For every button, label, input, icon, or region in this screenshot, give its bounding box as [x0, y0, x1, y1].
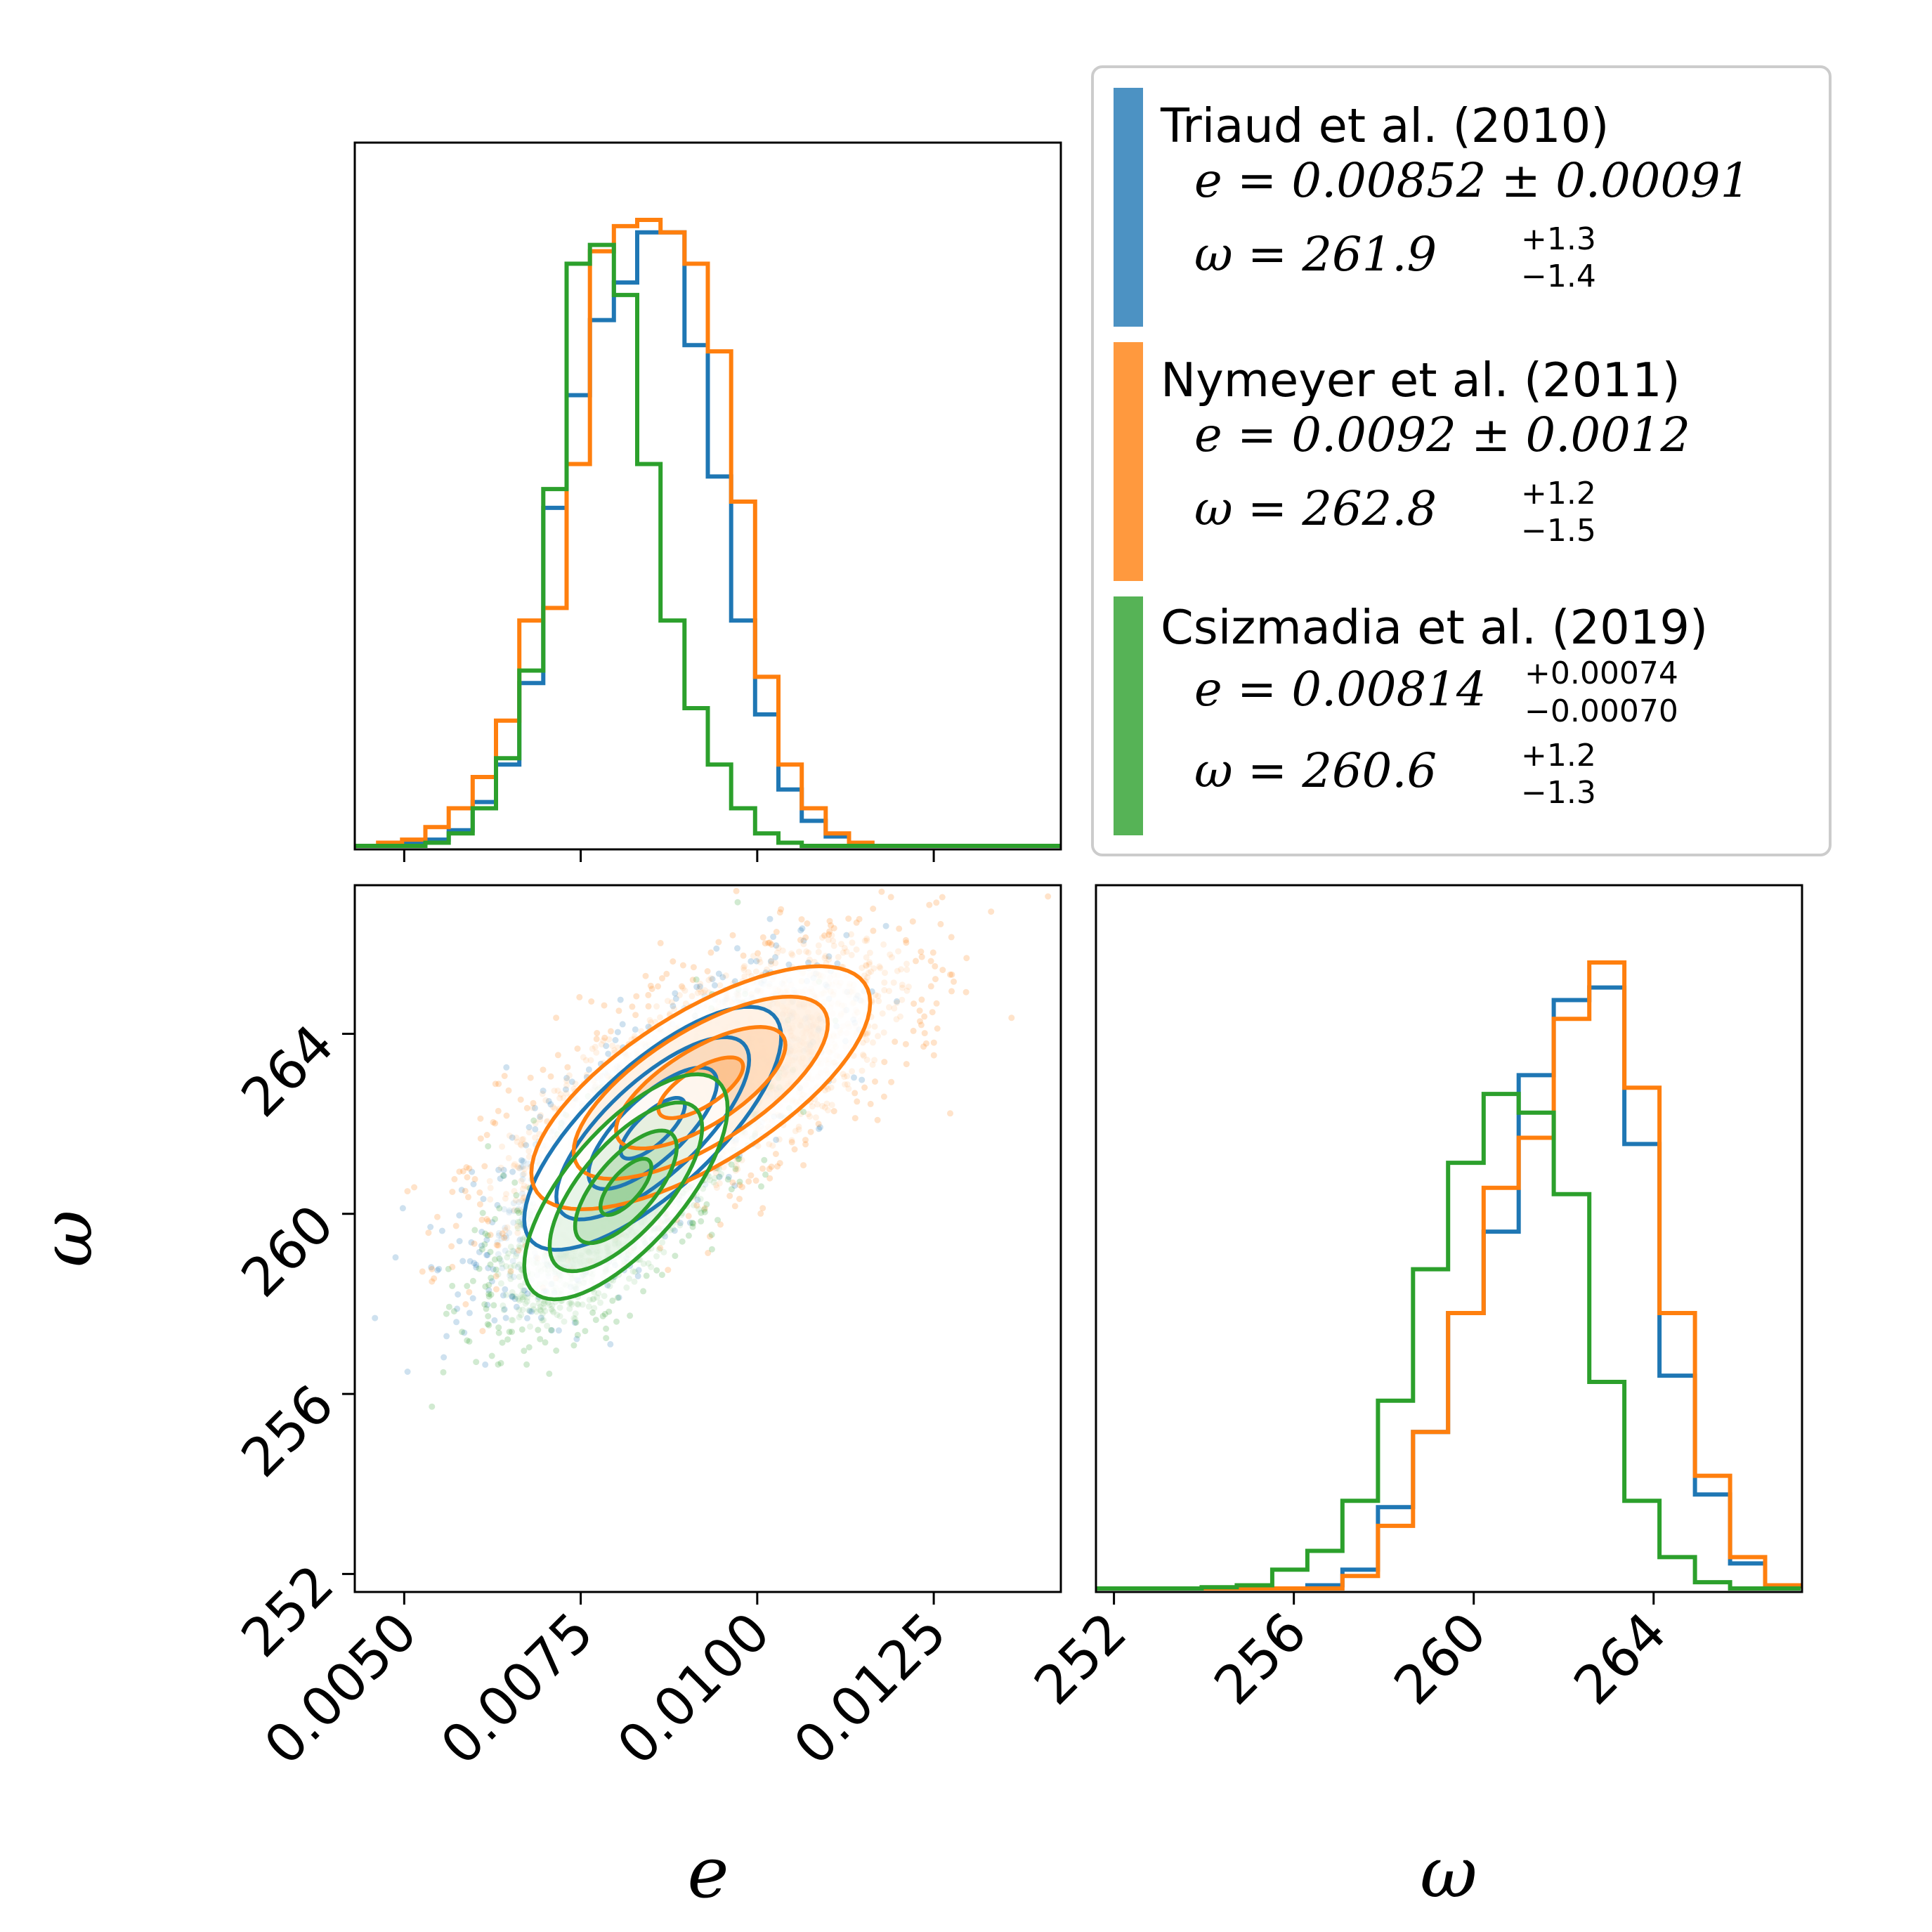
legend-frame: [1091, 65, 1832, 856]
omega-marginal-xtick-label-2: 260: [1382, 1600, 1499, 1717]
legend-entry-csizmadia: Csizmadia et al. (2019) e = 0.00814 +0.0…: [1114, 596, 1708, 835]
legend-entry-triaud: Triaud et al. (2010) e = 0.00852 ± 0.000…: [1114, 88, 1750, 327]
omega-axis-title-bottom: ω: [1420, 1832, 1477, 1914]
joint-border: [353, 884, 1062, 1593]
joint-contour-1-1: [571, 994, 830, 1181]
legend-w-sub-csizmadia: −1.3: [1521, 775, 1596, 811]
legend-e-triaud: e = 0.00852 ± 0.00091: [1194, 153, 1750, 208]
omega-marginal-histograms: [1096, 960, 1803, 1591]
joint-xtick-label-1: 0.0075: [429, 1600, 605, 1777]
legend-w-triaud: ω = 261.9: [1194, 227, 1437, 282]
joint-contour-2-1: [547, 1100, 705, 1274]
legend-e-csizmadia: e = 0.00814: [1194, 662, 1486, 717]
joint-ytick-label-3: 264: [229, 1012, 346, 1129]
e-hist-2: [355, 242, 1061, 848]
joint-ytick-label-0: 252: [229, 1553, 346, 1669]
legend-swatch-nymeyer: [1114, 342, 1143, 581]
legend-entry-nymeyer: Nymeyer et al. (2011) e = 0.0092 ± 0.001…: [1114, 342, 1690, 581]
legend-name-triaud: Triaud et al. (2010): [1160, 98, 1609, 153]
legend-swatch-csizmadia: [1114, 596, 1143, 835]
joint-scatter-contours: [372, 887, 1052, 1410]
legend-name-csizmadia: Csizmadia et al. (2019): [1161, 600, 1708, 655]
joint-contour-2-3: [598, 1156, 653, 1218]
joint-ytick-label-2: 260: [229, 1193, 346, 1310]
legend-w-sup-csizmadia: +1.2: [1521, 738, 1596, 774]
legend-name-nymeyer: Nymeyer et al. (2011): [1161, 353, 1680, 407]
joint-xtick-label-2: 0.0100: [606, 1600, 782, 1777]
omega-marginal-xtick-label-1: 256: [1202, 1600, 1319, 1717]
e-marginal-histograms: [355, 218, 1061, 848]
joint-xtick-label-3: 0.0125: [782, 1600, 958, 1777]
legend-e-nymeyer: e = 0.0092 ± 0.0012: [1194, 407, 1690, 462]
legend-e-sup-csizmadia: +0.00074: [1525, 655, 1678, 691]
joint-contours-2: [522, 1072, 730, 1302]
joint-contour-1-0: [529, 964, 873, 1212]
omega-marginal-xtick-label-0: 252: [1022, 1600, 1139, 1717]
joint-ytick-label-1: 256: [229, 1373, 346, 1489]
e-marginal-x-ticks: [403, 849, 935, 862]
legend-e-sub-csizmadia: −0.00070: [1525, 693, 1678, 729]
omega-marginal-border: [1095, 884, 1803, 1593]
legend-w-sup-nymeyer: +1.2: [1521, 476, 1596, 511]
legend-swatch-triaud: [1114, 88, 1143, 327]
omega-marginal-x-ticks: 252 256 260 264: [1022, 1592, 1678, 1716]
legend-w-nymeyer: ω = 262.8: [1194, 481, 1437, 536]
e-marginal-border: [353, 141, 1062, 851]
omega-hist-1: [1096, 960, 1803, 1591]
joint-contour-2-2: [573, 1128, 679, 1246]
omega-axis-title-left: ω: [26, 1210, 108, 1267]
legend-w-csizmadia: ω = 260.6: [1194, 743, 1437, 798]
legend-w-sub-triaud: −1.4: [1521, 259, 1596, 294]
omega-marginal-panel: 252 256 260 264: [1022, 884, 1803, 1716]
legend: Triaud et al. (2010) e = 0.00852 ± 0.000…: [1091, 65, 1832, 856]
legend-w-sub-nymeyer: −1.5: [1521, 513, 1596, 549]
legend-w-sup-triaud: +1.3: [1521, 221, 1596, 257]
e-marginal-panel: [353, 141, 1062, 862]
joint-contour-2-0: [522, 1072, 730, 1302]
joint-contour-1-2: [614, 1025, 788, 1151]
omega-hist-2: [1096, 1092, 1801, 1591]
e-axis-title: e: [687, 1832, 729, 1914]
omega-marginal-xtick-label-3: 264: [1562, 1600, 1678, 1717]
